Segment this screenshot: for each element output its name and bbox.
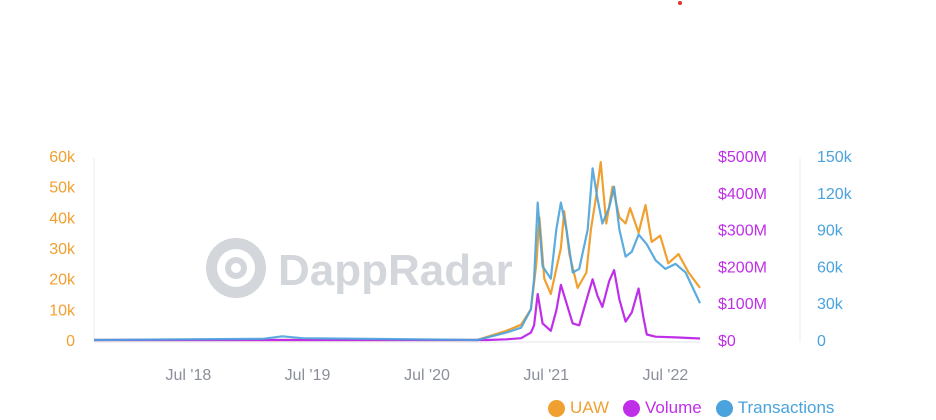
- transactions-axis-tick-label: 150k: [817, 149, 853, 166]
- legend-item-transactions[interactable]: Transactions: [715, 398, 835, 418]
- chart-legend: UAW Volume Transactions: [548, 398, 834, 418]
- legend-label-uaw: UAW: [570, 398, 610, 417]
- transactions-axis-tick-label: 0: [817, 333, 826, 350]
- volume-axis-tick-label: $200M: [718, 259, 767, 276]
- uaw-axis-tick-label: 0: [66, 333, 75, 350]
- legend-label-transactions: Transactions: [737, 398, 835, 417]
- transactions-axis-tick-label: 30k: [817, 296, 844, 313]
- legend-item-volume[interactable]: Volume: [623, 398, 702, 418]
- transactions-dot-icon: [715, 399, 733, 417]
- x-axis-tick-label: Jul '19: [285, 367, 331, 384]
- uaw-axis-tick-label: 60k: [49, 149, 76, 166]
- x-axis-tick-label: Jul '18: [165, 367, 211, 384]
- transactions-axis-tick-label: 60k: [817, 259, 844, 276]
- legend-label-volume: Volume: [645, 398, 702, 417]
- volume-axis-tick-label: $100M: [718, 296, 767, 313]
- watermark: DappRadar: [206, 238, 513, 298]
- volume-axis-tick-label: $300M: [718, 223, 767, 240]
- x-axis-tick-label: Jul '22: [643, 367, 689, 384]
- uaw-axis-tick-label: 40k: [49, 210, 76, 227]
- series-line-volume: [94, 269, 701, 342]
- uaw-axis-tick-label: 20k: [49, 272, 76, 289]
- legend-item-uaw[interactable]: UAW: [548, 398, 609, 418]
- uaw-axis-tick-label: 50k: [49, 180, 76, 197]
- transactions-axis-tick-label: 90k: [817, 223, 844, 240]
- uaw-axis-tick-label: 30k: [49, 241, 76, 258]
- uaw-axis-tick-label: 10k: [49, 302, 76, 319]
- series-layer: [93, 161, 701, 342]
- ticks-layer: 0 10k 20k 30k 40k 50k 60k $0 $100M $200M $300M $400…: [49, 149, 852, 384]
- volume-dot-icon: [623, 399, 641, 417]
- transactions-axis-tick-label: 120k: [817, 186, 853, 203]
- x-axis-tick-label: Jul '21: [523, 367, 569, 384]
- status-dot: [678, 1, 682, 5]
- series-line-transactions: [93, 167, 701, 342]
- volume-axis-tick-label: $500M: [718, 149, 767, 166]
- watermark-text: DappRadar: [278, 246, 513, 295]
- volume-axis-tick-label: $0: [718, 333, 736, 350]
- watermark-logo-center: [231, 263, 241, 273]
- x-axis-tick-label: Jul '20: [404, 367, 450, 384]
- uaw-dot-icon: [548, 399, 565, 417]
- volume-axis-tick-label: $400M: [718, 186, 767, 203]
